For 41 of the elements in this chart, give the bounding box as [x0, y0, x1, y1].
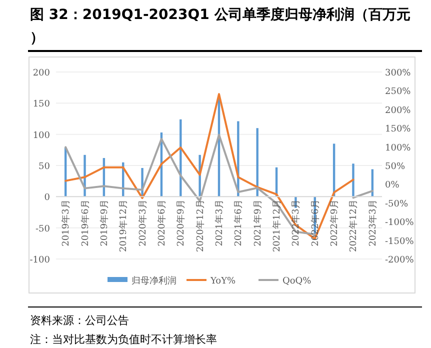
- y2-tick-label: -200%: [385, 256, 414, 266]
- y2-tick-label: 300%: [385, 68, 412, 78]
- y-tick-label: 0: [44, 193, 50, 204]
- x-tick-label: 2019年6月: [80, 200, 91, 246]
- y-tick-label: 200: [32, 68, 50, 78]
- x-tick-label: 2020年3月: [137, 200, 148, 246]
- x-tick-label: 2020年6月: [156, 200, 168, 246]
- x-tick-label: 2022年12月: [348, 200, 360, 252]
- y-tick-label: 150: [32, 100, 50, 110]
- legend-label: 归母净利润: [132, 276, 176, 286]
- x-tick-label: 2020年9月: [176, 200, 187, 246]
- y2-tick-label: 250%: [385, 87, 412, 98]
- y2-tick-label: -100%: [385, 218, 414, 228]
- x-tick-label: 2022年3月: [290, 200, 302, 246]
- x-tick-label: 2023年3月: [367, 200, 378, 246]
- y2-tick-label: 50%: [385, 162, 406, 172]
- x-tick-label: 2021年9月: [252, 200, 264, 246]
- y-tick-label: 50: [38, 162, 50, 172]
- legend-label: QoQ%: [282, 276, 312, 286]
- y2-tick-label: -50%: [385, 199, 408, 210]
- annotations: 资料来源：公司公告 注：当对比基数为负值时不计算增长率: [30, 314, 217, 346]
- x-tick-label: 2021年3月: [214, 200, 225, 246]
- y2-tick-label: 100%: [385, 143, 412, 154]
- y2-tick-label: 0%: [385, 180, 400, 191]
- y-tick-label: -50: [36, 224, 50, 234]
- y2-tick-label: 200%: [385, 106, 412, 116]
- x-tick-label: 2019年3月: [60, 200, 72, 246]
- y-tick-label: 100: [32, 130, 50, 141]
- bar: [352, 164, 354, 197]
- y2-tick-label: -150%: [385, 236, 414, 247]
- x-tick-label: 2019年9月: [98, 200, 110, 246]
- x-tick-label: 2021年6月: [233, 200, 244, 246]
- y2-tick-label: 150%: [385, 124, 412, 135]
- legend-label: YoY%: [210, 276, 236, 286]
- x-tick-label: 2021年12月: [272, 200, 283, 252]
- y-tick-label: -100: [30, 256, 50, 266]
- x-tick-label: 2019年12月: [118, 200, 130, 252]
- x-tick-label: 2022年6月: [310, 200, 321, 246]
- title: 图 32：2019Q1-2023Q1 公司单季度归母净利润（百万元）: [30, 7, 410, 46]
- x-tick-label: 2020年12月: [194, 200, 206, 252]
- x-tick-label: 2022年9月: [329, 200, 340, 246]
